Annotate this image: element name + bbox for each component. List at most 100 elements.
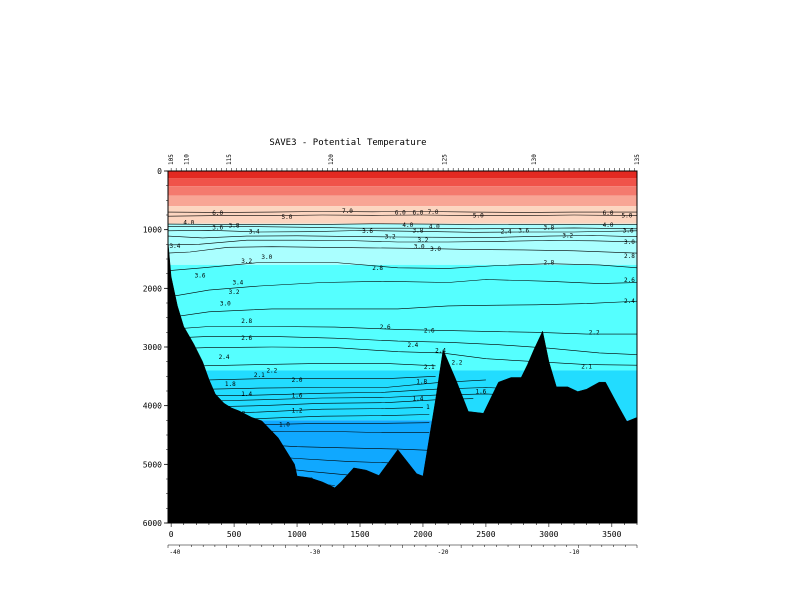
plot-area: 6.0 5.0 7.0 6.0 6.0 7.0 5.0 6.0 5.0 4.0 3.6 3.8 3.4 3… [168, 171, 637, 523]
station-label: 130 [531, 154, 538, 165]
contour-label: 3.2 [418, 237, 429, 244]
contour-label: 2.8 [543, 260, 554, 267]
contour-label: 3.8 [229, 223, 240, 230]
contour-label: 3.0 [430, 246, 441, 253]
longitude-axis: -40 -30 -20 -10 [167, 544, 638, 556]
station-label: 125 [441, 154, 448, 165]
seafloor-polygon [168, 171, 637, 523]
contour-label: 3.4 [249, 228, 260, 235]
contour-line [168, 246, 637, 254]
contour-label: 2.1 [424, 364, 435, 371]
contour-line [168, 336, 637, 355]
longitude-label: -20 [438, 549, 449, 556]
contour-label: 2.4 [407, 342, 418, 349]
contour-label: 2.0 [292, 377, 303, 384]
station-label: 115 [226, 154, 233, 165]
contour-label: 3.4 [170, 243, 181, 250]
contour-label: 3.0 [624, 239, 635, 246]
y-tick-label: 5000 [143, 460, 162, 469]
bottom-topography [168, 171, 637, 523]
contour-line [168, 211, 637, 213]
x-tick-label: 500 [227, 530, 242, 539]
contour-label: 1.4 [413, 396, 424, 403]
contour-label: 1.0 [279, 421, 290, 428]
contour-label: 6.0 [413, 210, 424, 217]
contour-label: 4.0 [402, 222, 413, 229]
contour-label: 1.8 [416, 379, 427, 386]
station-label: 120 [328, 154, 335, 165]
contour-line [168, 223, 637, 226]
y-axis: 0 1000 2000 3000 4000 5000 6000 [143, 167, 168, 528]
x-axis: 0 500 1000 1500 2000 2500 3000 3500 [169, 523, 638, 539]
contour-label: 2.4 [624, 298, 635, 305]
contour-label: 2.4 [435, 348, 446, 355]
contour-label: 3.0 [261, 254, 272, 261]
contour-label: 2.8 [241, 318, 252, 325]
contour-label: 2.8 [624, 253, 635, 260]
contour-label: 3.6 [195, 272, 206, 279]
contour-lines [168, 211, 637, 486]
x-tick-label: 1500 [350, 530, 369, 539]
longitude-label: -40 [170, 549, 181, 556]
contour-line [168, 262, 637, 271]
longitude-label: -30 [309, 549, 320, 556]
x-tick-label: 2500 [476, 530, 495, 539]
x-tick-label: 3500 [602, 530, 621, 539]
y-tick-label: 2000 [143, 284, 162, 293]
station-axis: 105 110 115 120 125 130 135 [168, 154, 641, 171]
contour-label: 1 [426, 404, 430, 411]
contour-label: 2.6 [241, 335, 252, 342]
contour-label: 3.2 [385, 234, 396, 241]
x-tick-label: 3000 [539, 530, 558, 539]
contour-line [168, 279, 637, 298]
station-label: 135 [634, 154, 641, 165]
contour-label: 3.2 [241, 258, 252, 265]
color-band [168, 186, 637, 196]
contour-label: 3.6 [518, 227, 529, 234]
contour-label: 2.1 [254, 372, 265, 379]
contour-label: 2.2 [266, 367, 277, 374]
contour-label: 2.4 [501, 228, 512, 235]
color-band [168, 223, 637, 265]
contour-label: 5.0 [282, 214, 293, 221]
contour-line [168, 326, 637, 335]
contour-label: 2.6 [624, 277, 635, 284]
contour-label: 1.6 [292, 393, 303, 400]
contour-label: 4.0 [183, 220, 194, 227]
color-band [168, 178, 637, 187]
color-band [168, 264, 637, 371]
contour-line [168, 235, 637, 239]
contour-line [168, 239, 637, 246]
contour-label: 5.0 [622, 213, 633, 220]
contour-label: 3.0 [414, 244, 425, 251]
contour-label: 7.0 [428, 209, 439, 216]
contour-label: 1.8 [225, 381, 236, 388]
contour-label: 6.0 [395, 210, 406, 217]
contour-label: 2.8 [372, 265, 383, 272]
x-tick-label: 1000 [287, 530, 306, 539]
contour-line [168, 300, 637, 318]
contour-label: 4.0 [429, 224, 440, 231]
contour-label: 3.0 [220, 301, 231, 308]
contour-label: 7.0 [342, 208, 353, 215]
contour-label: 2.4 [219, 354, 230, 361]
y-tick-label: 0 [157, 167, 162, 176]
contour-label: 3.6 [362, 228, 373, 235]
y-tick-label: 6000 [143, 519, 162, 528]
contour-labels: 6.0 5.0 7.0 6.0 6.0 7.0 5.0 6.0 5.0 4.0 3.6 3.8 3.4 3… [170, 208, 636, 484]
contour-label: 3.2 [562, 233, 573, 240]
y-tick-label: 1000 [143, 226, 162, 235]
y-tick-label: 3000 [143, 343, 162, 352]
station-label: 110 [183, 154, 190, 165]
y-tick-label: 4000 [143, 402, 162, 411]
contour-label: 3.6 [623, 227, 634, 234]
contour-label: 3.8 [543, 224, 554, 231]
longitude-label: -10 [569, 549, 580, 556]
contour-label: 1.6 [475, 389, 486, 396]
contour-label: 2.2 [452, 359, 463, 366]
chart-title: SAVE3 - Potential Temperature [269, 138, 426, 148]
contour-line [168, 346, 637, 366]
contour-label: 3.2 [229, 289, 240, 296]
x-tick-label: 0 [169, 530, 174, 539]
color-band [168, 195, 637, 207]
